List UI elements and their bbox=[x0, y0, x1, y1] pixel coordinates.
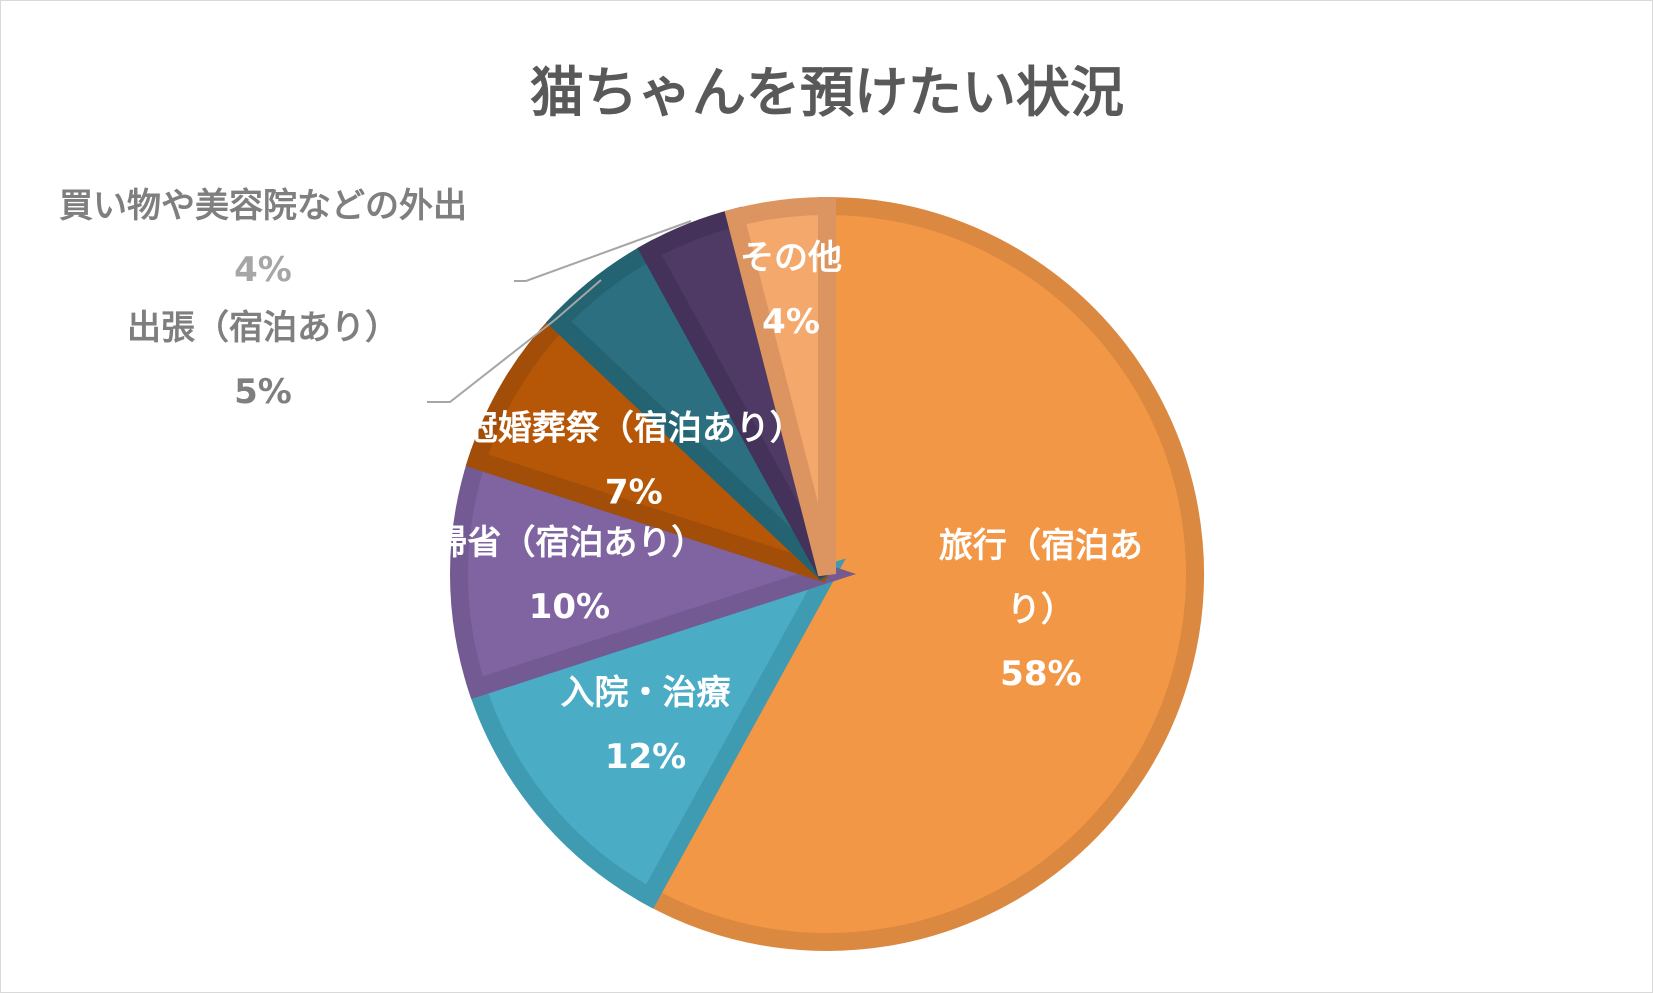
pie-slice bbox=[637, 196, 1204, 951]
leader-line bbox=[427, 279, 602, 403]
slice-value-label: 10% bbox=[529, 587, 610, 627]
slice-category-label: 出張（宿泊あり） bbox=[127, 308, 399, 348]
slice-category-label: り） bbox=[1007, 590, 1075, 630]
slice-category-label: 冠婚葬祭（宿泊あり） bbox=[464, 409, 804, 449]
pie-slice bbox=[465, 558, 846, 909]
slice-category-label: 買い物や美容院などの外出 bbox=[59, 186, 467, 226]
slice-value-label: 7% bbox=[605, 473, 663, 513]
slice-category-label: その他 bbox=[740, 238, 842, 278]
slice-value-label: 4% bbox=[234, 250, 292, 290]
leader-line bbox=[514, 220, 692, 282]
pie-slice bbox=[724, 196, 836, 577]
slice-value-label: 12% bbox=[605, 737, 686, 777]
slice-category-label: 旅行（宿泊あ bbox=[939, 526, 1143, 566]
slice-category-label: 帰省（宿泊あり） bbox=[433, 523, 705, 563]
slice-value-label: 58% bbox=[1000, 654, 1081, 694]
pie-slice bbox=[450, 448, 857, 700]
slice-value-label: 4% bbox=[762, 302, 820, 342]
slice-value-label: 5% bbox=[234, 372, 292, 412]
slice-category-label: 入院・治療 bbox=[561, 673, 732, 713]
chart-title: 猫ちゃんを預けたい状況 bbox=[530, 61, 1124, 124]
